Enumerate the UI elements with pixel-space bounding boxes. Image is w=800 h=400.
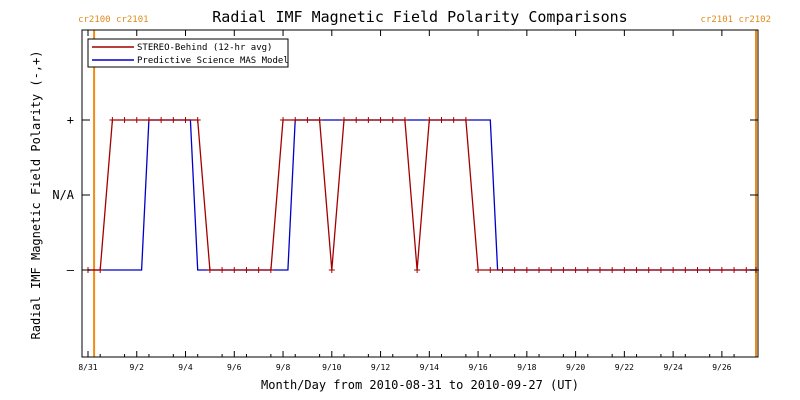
- x-tick-label: 9/8: [276, 363, 291, 372]
- stereo-data-point: [365, 117, 372, 123]
- stereo-data-point: [438, 117, 445, 123]
- stereo-data-point: [548, 267, 555, 273]
- x-axis: 8/31 9/2 9/4 9/6 9/8 9/10 9/12 9/14 9/16 9/18 9/20…: [78, 30, 735, 372]
- stereo-data-point: [718, 267, 725, 273]
- carrington-layer: cr2100 cr2101 cr2101 cr2102: [78, 15, 771, 357]
- y-tick-label: –: [67, 263, 75, 277]
- x-tick-label: 9/12: [371, 363, 390, 372]
- stereo-data-point: [731, 267, 738, 273]
- stereo-data-point: [487, 267, 494, 273]
- stereo-data-point: [572, 267, 579, 273]
- stereo-data-point: [401, 117, 408, 123]
- stereo-data-point: [414, 267, 421, 273]
- stereo-data-point: [97, 267, 104, 273]
- x-tick-label: 9/22: [615, 363, 634, 372]
- x-tick-label: 9/10: [322, 363, 341, 372]
- stereo-data-point: [133, 117, 140, 123]
- x-tick-label: 9/26: [712, 363, 731, 372]
- x-tick-label: 9/20: [566, 363, 585, 372]
- legend-label-model: Predictive Science MAS Model: [137, 56, 289, 66]
- stereo-data-point: [340, 117, 347, 123]
- stereo-data-point: [194, 117, 201, 123]
- stereo-data-point: [657, 267, 664, 273]
- stereo-data-point: [267, 267, 274, 273]
- y-axis-label: Radial IMF Magnetic Field Polarity (-,+): [29, 51, 43, 340]
- stereo-data-point: [292, 117, 299, 123]
- stereo-data-point: [621, 267, 628, 273]
- legend: STEREO-Behind (12-hr avg) Predictive Sci…: [87, 38, 289, 68]
- stereo-data-point: [426, 117, 433, 123]
- y-tick-label: N/A: [52, 188, 74, 202]
- stereo-data-point: [389, 117, 396, 123]
- x-tick-label: 9/2: [130, 363, 145, 372]
- stereo-data-point: [682, 267, 689, 273]
- x-tick-label: 9/4: [178, 363, 193, 372]
- stereo-data-point: [255, 267, 262, 273]
- stereo-data-point: [109, 117, 116, 123]
- stereo-data-point: [584, 267, 591, 273]
- stereo-data-point: [219, 267, 226, 273]
- stereo-data-point: [353, 117, 360, 123]
- stereo-data-point: [243, 267, 250, 273]
- x-tick-label: 9/24: [663, 363, 682, 372]
- stereo-data-point: [328, 267, 335, 273]
- stereo-data-point: [706, 267, 713, 273]
- x-axis-label: Month/Day from 2010-08-31 to 2010-09-27 …: [261, 378, 579, 392]
- stereo-data-point: [206, 267, 213, 273]
- stereo-data-point: [511, 267, 518, 273]
- stereo-data-point: [743, 267, 750, 273]
- stereo-data-point: [645, 267, 652, 273]
- stereo-data-point: [670, 267, 677, 273]
- legend-label-stereo: STEREO-Behind (12-hr avg): [137, 43, 272, 53]
- legend-box: [87, 38, 289, 68]
- x-tick-label: 9/14: [420, 363, 439, 372]
- stereo-data-point: [694, 267, 701, 273]
- x-tick-label: 9/6: [227, 363, 242, 372]
- stereo-data-point: [121, 117, 128, 123]
- chart-title: Radial IMF Magnetic Field Polarity Compa…: [212, 8, 627, 26]
- carrington-label: cr2100 cr2101: [78, 15, 148, 25]
- plot-frame: [81, 29, 759, 358]
- x-tick-label: 9/16: [468, 363, 487, 372]
- stereo-data-point: [158, 117, 165, 123]
- stereo-data-point: [462, 117, 469, 123]
- x-tick-label: 8/31: [78, 363, 97, 372]
- stereo-data-point: [170, 117, 177, 123]
- stereo-data-point: [304, 117, 311, 123]
- stereo-data-point: [280, 117, 287, 123]
- stereo-data-point: [609, 267, 616, 273]
- stereo-data-point: [377, 117, 384, 123]
- stereo-data-point: [182, 117, 189, 123]
- stereo-data-point: [231, 267, 238, 273]
- x-tick-label: 9/18: [517, 363, 536, 372]
- stereo-data-point: [596, 267, 603, 273]
- stereo-data-point: [499, 267, 506, 273]
- stereo-data-point: [633, 267, 640, 273]
- stereo-data-point: [523, 267, 530, 273]
- y-tick-label: +: [67, 113, 74, 127]
- y-axis: + N/A –: [52, 113, 758, 277]
- stereo-data-point: [475, 267, 482, 273]
- stereo-data-point: [536, 267, 543, 273]
- stereo-data-point: [316, 117, 323, 123]
- carrington-label: cr2101 cr2102: [701, 15, 771, 25]
- stereo-data-point: [560, 267, 567, 273]
- stereo-data-point: [450, 117, 457, 123]
- stereo-data-point: [145, 117, 152, 123]
